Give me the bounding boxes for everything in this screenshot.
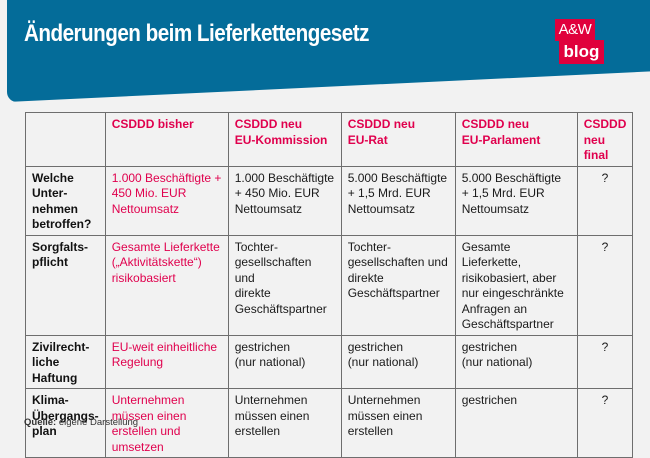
cell-parlament: Gesamte Lieferkette, risikobasiert, aber… bbox=[454, 234, 578, 336]
cell-final: ? bbox=[576, 165, 634, 236]
cell-rat: Unternehmen müssen einen erstellen bbox=[340, 388, 456, 458]
header-cell-final: CSDDD neu final bbox=[576, 112, 634, 167]
header-cell-empty bbox=[25, 112, 106, 167]
table-row: Zivilrecht- liche Haftung EU-weit einhei… bbox=[25, 334, 634, 389]
cell-rat: gestrichen (nur national) bbox=[340, 334, 456, 389]
page-title: Änderungen beim Lieferkettengesetz bbox=[24, 20, 369, 47]
source-text: eigene Darstellung bbox=[56, 417, 139, 428]
cell-bisher: EU-weit einheitliche Regelung bbox=[104, 334, 229, 389]
cell-parlament: gestrichen (nur national) bbox=[454, 334, 578, 389]
comparison-table: CSDDD bisher CSDDD neu EU-Kommission CSD… bbox=[25, 112, 634, 458]
source-note: Quelle: eigene Darstellung bbox=[24, 417, 138, 428]
cell-parlament: 5.000 Beschäftigte + 1,5 Mrd. EUR Nettou… bbox=[454, 165, 578, 236]
cell-final: ? bbox=[576, 388, 634, 458]
header-banner bbox=[7, 0, 650, 102]
cell-rat: Tochter- gesellschaften und direkte Gesc… bbox=[340, 234, 456, 336]
table-row: Sorgfalts- pflicht Gesamte Lieferkette (… bbox=[25, 234, 634, 336]
table-row: Welche Unter- nehmen betroffen? 1.000 Be… bbox=[25, 165, 634, 236]
row-label: Sorgfalts- pflicht bbox=[25, 234, 106, 336]
header-cell-parlament: CSDDD neu EU-Parlament bbox=[454, 112, 578, 167]
cell-kommission: Tochter- gesellschaften und direkte Gesc… bbox=[227, 234, 342, 336]
row-label: Zivilrecht- liche Haftung bbox=[25, 334, 106, 389]
cell-rat: 5.000 Beschäftigte + 1,5 Mrd. EUR Nettou… bbox=[340, 165, 456, 236]
cell-parlament: gestrichen bbox=[454, 388, 578, 458]
cell-kommission: gestrichen (nur national) bbox=[227, 334, 342, 389]
header-cell-kommission: CSDDD neu EU-Kommission bbox=[227, 112, 342, 167]
cell-kommission: 1.000 Beschäftigte + 450 Mio. EUR Nettou… bbox=[227, 165, 342, 236]
row-label: Welche Unter- nehmen betroffen? bbox=[25, 165, 106, 236]
source-label: Quelle: bbox=[24, 417, 57, 428]
cell-bisher: 1.000 Beschäftigte + 450 Mio. EUR Nettou… bbox=[104, 165, 229, 236]
cell-final: ? bbox=[576, 234, 634, 336]
table-header-row: CSDDD bisher CSDDD neu EU-Kommission CSD… bbox=[25, 112, 634, 167]
logo-blog: blog bbox=[559, 40, 604, 64]
logo-aw: A&W bbox=[555, 19, 595, 41]
header-cell-bisher: CSDDD bisher bbox=[104, 112, 229, 167]
cell-kommission: Unternehmen müssen einen erstellen bbox=[227, 388, 342, 458]
header-cell-rat: CSDDD neu EU-Rat bbox=[340, 112, 456, 167]
cell-final: ? bbox=[576, 334, 634, 389]
cell-bisher: Gesamte Lieferkette („Aktivitätskette“) … bbox=[104, 234, 229, 336]
